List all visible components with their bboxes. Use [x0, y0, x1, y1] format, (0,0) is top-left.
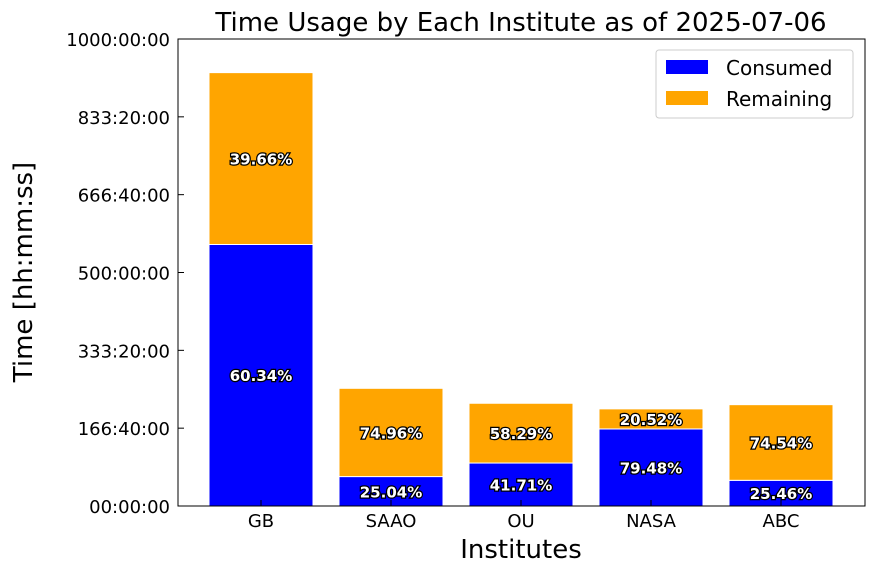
data-label-remaining-abc: 74.54%	[750, 434, 812, 452]
data-label-remaining-nasa: 20.52%	[620, 411, 682, 429]
y-tick-label: 666:40:00	[78, 186, 170, 207]
data-label-consumed-saao: 25.04%	[360, 483, 422, 501]
data-label-remaining-ou: 58.29%	[490, 425, 552, 443]
data-label-remaining-gb: 39.66%	[230, 151, 292, 169]
y-tick-label: 500:00:00	[78, 264, 170, 285]
data-label-consumed-abc: 25.46%	[750, 485, 812, 503]
data-label-consumed-nasa: 79.48%	[620, 459, 682, 477]
x-axis-label: Institutes	[460, 535, 582, 565]
chart-title: Time Usage by Each Institute as of 2025-…	[214, 8, 826, 38]
bar-remaining-abc	[728, 404, 834, 481]
legend-swatch-consumed	[666, 60, 708, 74]
bar-remaining-nasa	[598, 408, 704, 430]
legend: Consumed Remaining	[655, 49, 854, 119]
data-label-remaining-saao: 74.96%	[360, 424, 422, 442]
x-tick-label: NASA	[626, 511, 677, 532]
plot-frame	[177, 38, 866, 507]
y-tick-label: 833:20:00	[78, 108, 170, 129]
y-tick-label: 166:40:00	[78, 419, 170, 440]
data-label-consumed-gb: 60.34%	[230, 367, 292, 385]
y-axis-label: Time [hh:mm:ss]	[9, 162, 39, 383]
bar-remaining-ou	[468, 402, 574, 464]
bar-consumed-nasa	[598, 428, 704, 507]
bar-remaining-saao	[338, 387, 444, 478]
x-tick-label: GB	[248, 511, 274, 532]
legend-label-consumed: Consumed	[726, 56, 832, 80]
legend-swatch-remaining	[666, 91, 708, 105]
y-tick-label: 333:20:00	[78, 341, 170, 362]
y-tick-label: 00:00:00	[89, 497, 170, 518]
legend-label-remaining: Remaining	[726, 87, 832, 111]
x-tick-label: OU	[507, 511, 534, 532]
x-tick-label: SAAO	[366, 511, 417, 532]
y-tick-label: 1000:00:00	[66, 30, 170, 51]
bar-remaining-gb	[208, 72, 314, 245]
x-tick-label: ABC	[763, 511, 800, 532]
data-label-consumed-ou: 41.71%	[490, 477, 552, 495]
